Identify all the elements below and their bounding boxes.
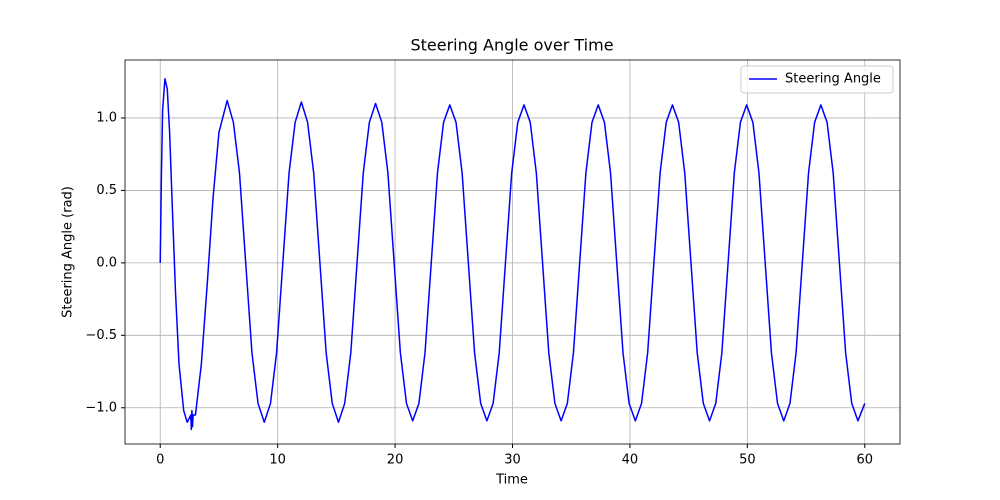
y-axis-label: Steering Angle (rad) [61,186,76,318]
x-tick-label: 20 [387,453,404,468]
chart-title: Steering Angle over Time [410,36,613,55]
legend-box [740,65,894,94]
x-axis-label: Time [495,473,528,488]
legend-label: Steering Angle [785,72,881,87]
y-tick-label: 0.0 [96,255,117,270]
x-tick-label: 10 [269,453,286,468]
x-tick-label: 30 [504,453,521,468]
x-tick-label: 0 [156,453,164,468]
y-tick-label: 1.0 [96,110,117,125]
series-line [159,78,866,431]
plot-frame [124,59,901,445]
x-tick-label: 40 [622,453,639,468]
y-tick-label: 0.5 [96,183,117,198]
x-tick-label: 50 [739,453,756,468]
y-tick-label: −0.5 [85,328,117,343]
y-tick-label: −1.0 [85,400,117,415]
x-tick-label: 60 [856,453,873,468]
